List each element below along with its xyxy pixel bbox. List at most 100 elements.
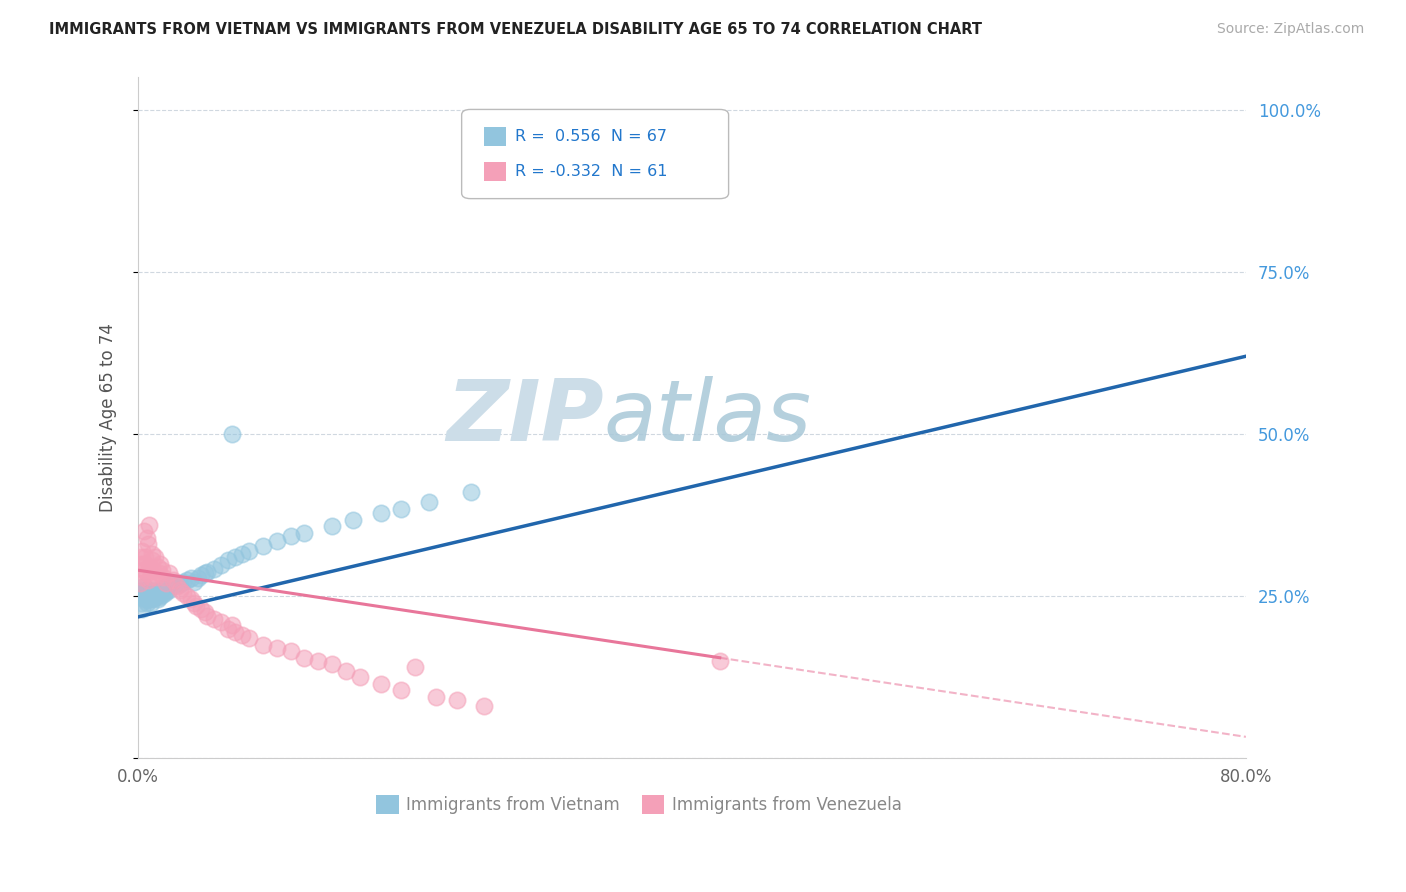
Point: [131, 589, 153, 603]
Point: [135, 531, 157, 545]
Point: [425, 690, 447, 704]
Point: [183, 574, 205, 589]
Point: [142, 582, 165, 597]
Point: [169, 582, 191, 597]
Point: [131, 570, 153, 584]
Text: R = -0.332  N = 61: R = -0.332 N = 61: [515, 164, 668, 178]
Point: [135, 586, 157, 600]
Point: [143, 591, 166, 605]
Bar: [643, 795, 665, 814]
Point: [131, 543, 153, 558]
Point: [221, 427, 243, 442]
Point: [150, 588, 173, 602]
Point: [389, 501, 412, 516]
Point: [132, 563, 155, 577]
Point: [224, 550, 246, 565]
Point: [224, 624, 246, 639]
Point: [157, 566, 180, 581]
Point: [209, 558, 232, 572]
Point: [134, 557, 156, 571]
Point: [252, 539, 274, 553]
Point: [418, 495, 440, 509]
Point: [280, 644, 302, 658]
Point: [159, 577, 181, 591]
Point: [321, 657, 343, 672]
Point: [136, 589, 159, 603]
Point: [183, 596, 205, 610]
Point: [134, 550, 156, 565]
FancyBboxPatch shape: [461, 110, 728, 199]
Point: [146, 588, 169, 602]
Point: [155, 576, 177, 591]
Point: [342, 513, 364, 527]
Text: R =  0.556  N = 67: R = 0.556 N = 67: [515, 129, 666, 145]
Point: [136, 537, 159, 551]
Point: [186, 599, 208, 613]
Point: [141, 592, 163, 607]
Point: [217, 553, 239, 567]
Point: [280, 529, 302, 543]
Point: [134, 582, 156, 597]
Point: [307, 654, 329, 668]
Point: [231, 547, 253, 561]
Point: [145, 589, 167, 603]
Point: [143, 550, 166, 565]
Point: [156, 579, 179, 593]
Point: [370, 676, 392, 690]
Point: [136, 592, 159, 607]
Point: [172, 574, 194, 589]
Point: [221, 618, 243, 632]
Point: [148, 591, 170, 605]
Point: [157, 582, 180, 597]
Point: [165, 576, 187, 591]
Point: [129, 550, 152, 565]
Point: [197, 608, 219, 623]
Point: [187, 571, 209, 585]
Point: [709, 654, 731, 668]
Point: [321, 519, 343, 533]
Text: atlas: atlas: [603, 376, 811, 459]
Point: [370, 506, 392, 520]
Point: [132, 592, 155, 607]
Point: [460, 485, 482, 500]
Point: [202, 612, 225, 626]
Point: [252, 638, 274, 652]
Point: [138, 560, 160, 574]
Point: [129, 582, 152, 597]
Point: [142, 563, 165, 577]
Point: [335, 664, 357, 678]
Point: [155, 584, 177, 599]
Point: [209, 615, 232, 629]
Point: [139, 589, 162, 603]
Y-axis label: Disability Age 65 to 74: Disability Age 65 to 74: [100, 324, 117, 512]
Point: [139, 570, 162, 584]
Point: [389, 683, 412, 698]
Point: [190, 602, 212, 616]
Point: [162, 579, 184, 593]
Point: [132, 586, 155, 600]
Point: [172, 586, 194, 600]
Point: [128, 576, 150, 591]
Point: [132, 524, 155, 539]
Point: [150, 563, 173, 577]
Bar: [484, 161, 506, 181]
Bar: [377, 795, 398, 814]
Point: [136, 582, 159, 597]
Text: ZIP: ZIP: [446, 376, 603, 459]
Point: [135, 596, 157, 610]
Point: [146, 592, 169, 607]
Point: [138, 592, 160, 607]
Point: [180, 592, 202, 607]
Point: [146, 560, 169, 574]
Point: [266, 534, 288, 549]
Point: [128, 589, 150, 603]
Point: [194, 566, 217, 581]
Point: [129, 557, 152, 571]
Point: [217, 622, 239, 636]
Point: [138, 586, 160, 600]
Point: [138, 517, 160, 532]
Point: [136, 573, 159, 587]
Point: [194, 605, 217, 619]
Point: [349, 670, 371, 684]
Point: [131, 602, 153, 616]
